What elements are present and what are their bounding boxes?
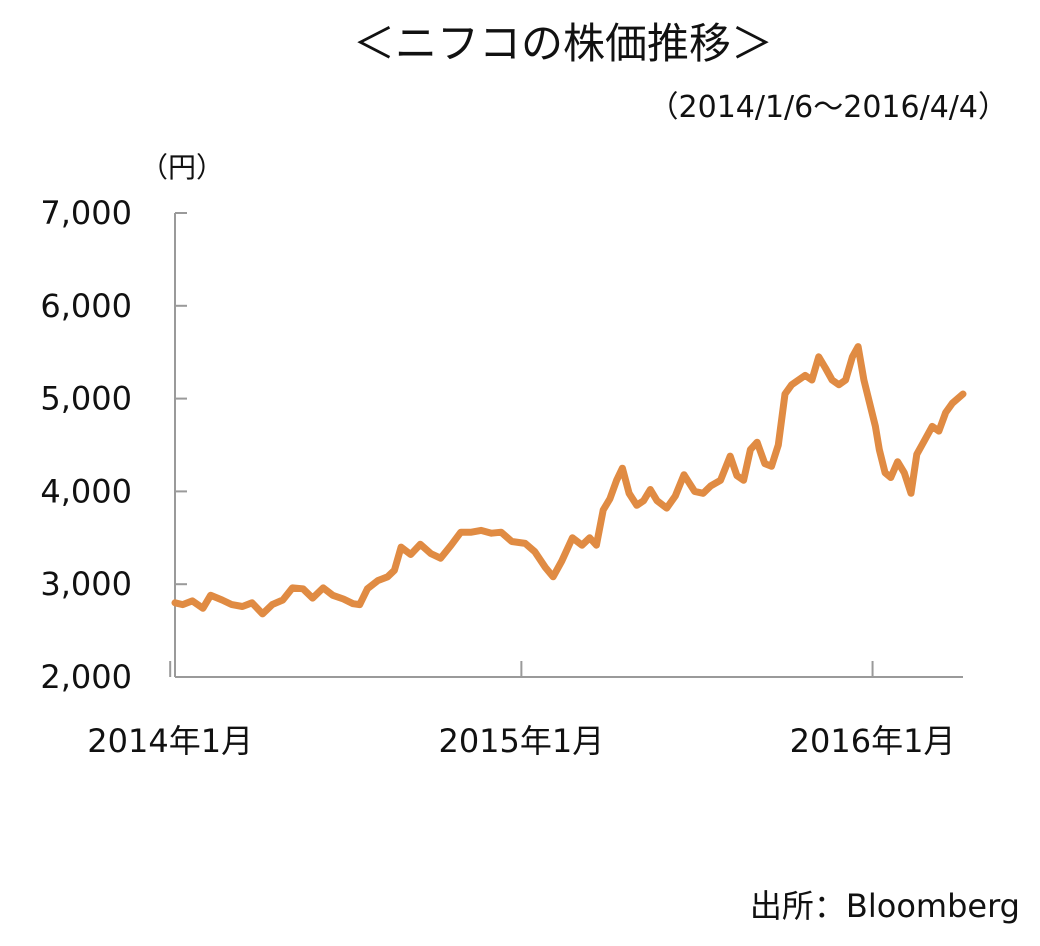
y-tick-label: 7,000: [40, 194, 132, 232]
y-axis-unit-label: （円）: [140, 151, 224, 184]
series-group: [171, 343, 967, 618]
x-tick-label: 2015年1月: [438, 722, 604, 760]
y-tick-label: 6,000: [40, 287, 132, 325]
y-tick-label: 2,000: [40, 658, 132, 696]
y-tick-label: 3,000: [40, 565, 132, 603]
y-tick-label: 5,000: [40, 380, 132, 418]
y-axis-ticks: [175, 212, 187, 678]
chart-axes: [169, 212, 963, 678]
series-line: [171, 343, 967, 618]
y-tick-label: 4,000: [40, 472, 132, 510]
chart-subtitle: （2014/1/6～2016/4/4）: [649, 90, 1008, 125]
source-credit: 出所：Bloomberg: [750, 887, 1020, 925]
chart-title: ＜ニフコの株価推移＞: [353, 19, 773, 68]
x-axis-tick-labels: 2014年1月 2015年1月 2016年1月: [87, 722, 955, 760]
x-axis-ticks: [169, 661, 874, 677]
x-tick-label: 2014年1月: [87, 722, 253, 760]
x-tick-label: 2016年1月: [790, 722, 956, 760]
y-axis-tick-labels: 2,000 3,000 4,000 5,000 6,000 7,000: [40, 194, 132, 696]
